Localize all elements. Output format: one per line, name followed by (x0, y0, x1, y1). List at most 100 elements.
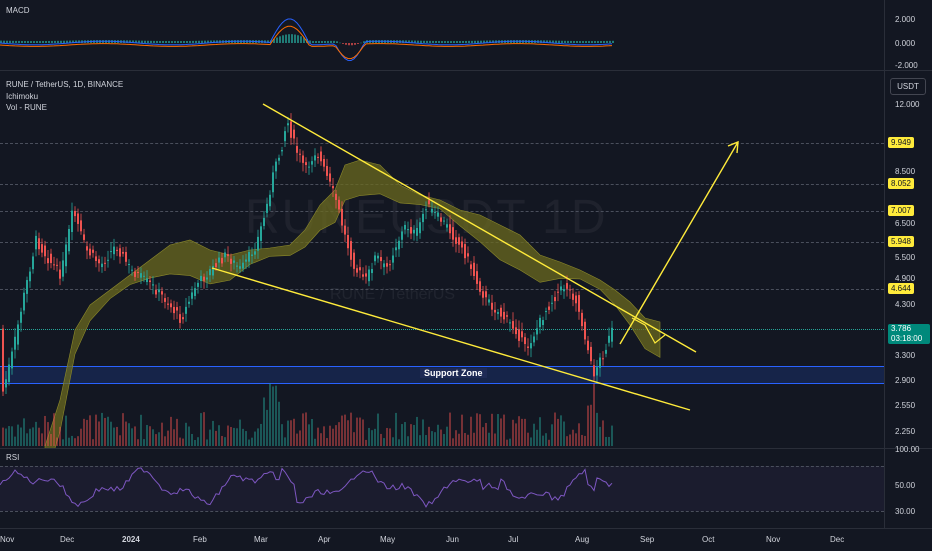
candle (200, 275, 202, 282)
volume-bar (386, 427, 388, 446)
volume-bar (461, 414, 463, 446)
macd-histogram-bar (450, 41, 452, 43)
macd-histogram-bar (177, 41, 179, 43)
macd-histogram-bar (312, 41, 314, 43)
macd-histogram-bar (351, 43, 353, 46)
candle (83, 234, 85, 240)
macd-histogram-bar (573, 40, 575, 43)
macd-histogram-bar (69, 40, 71, 43)
macd-histogram-bar (33, 41, 35, 43)
candle (419, 222, 421, 234)
volume-bar (578, 423, 580, 446)
macd-histogram-bar (42, 41, 44, 43)
rsi-pane[interactable] (0, 449, 884, 528)
macd-histogram-bar (213, 40, 215, 43)
volume-bar (533, 423, 535, 446)
candle (314, 155, 316, 161)
current-price-line (0, 329, 884, 330)
candle (245, 259, 247, 262)
candle (155, 290, 157, 295)
volume-bar (203, 412, 205, 446)
macd-histogram-bar (603, 40, 605, 43)
candle (59, 269, 61, 279)
candle (236, 265, 238, 267)
candle (50, 253, 52, 264)
macd-histogram-bar (138, 40, 140, 43)
indicator-volume[interactable]: Vol - RUNE (6, 103, 47, 112)
candle (572, 293, 574, 300)
volume-bar (311, 418, 313, 446)
volume-bar (572, 429, 574, 446)
candle (278, 157, 280, 161)
macd-histogram-bar (609, 40, 611, 43)
macd-histogram-bar (162, 41, 164, 43)
time-tick: Nov (0, 535, 15, 544)
candle (515, 327, 517, 335)
price-axis[interactable]: 12.000 8.500 6.500 5.500 4.900 4.300 3.3… (884, 71, 932, 448)
volume-bar (581, 434, 583, 446)
macd-histogram-bar (48, 40, 50, 43)
volume-bar (560, 415, 562, 446)
macd-histogram-bar (24, 41, 26, 43)
candle (569, 289, 571, 291)
macd-histogram-bar (3, 40, 5, 43)
price-pane[interactable] (0, 71, 884, 448)
volume-bar (446, 426, 448, 446)
volume-bar (83, 418, 85, 446)
volume-bar (26, 433, 28, 446)
lower-trendline (211, 267, 691, 411)
time-tick: Dec (60, 535, 75, 544)
time-tick: 2024 (122, 535, 140, 544)
candle (287, 123, 289, 126)
candle (164, 298, 166, 302)
time-axis[interactable]: Nov Dec 2024 Feb Mar Apr May Jun Jul Aug… (0, 528, 932, 551)
candle (320, 151, 322, 162)
volume-bar (404, 422, 406, 446)
macd-histogram-bar (411, 40, 413, 43)
volume-bar (260, 423, 262, 446)
volume-bar (554, 412, 556, 446)
volume-bar (491, 413, 493, 446)
rsi-title: RSI (6, 453, 20, 462)
candle (470, 264, 472, 269)
macd-histogram-bar (78, 40, 80, 43)
macd-histogram-bar (300, 36, 302, 43)
macd-chart (0, 18, 614, 62)
candle (212, 265, 214, 276)
volume-bar (503, 414, 505, 446)
candle (359, 267, 361, 271)
volume-bar (149, 426, 151, 446)
candle (119, 248, 121, 257)
candle (173, 306, 175, 314)
volume-bar (68, 437, 70, 446)
candle (557, 291, 559, 293)
candle (326, 166, 328, 176)
volume-bar (506, 439, 508, 446)
candle (116, 249, 118, 251)
level-label-4644: 4.644 (888, 283, 914, 294)
time-tick: Aug (575, 535, 590, 544)
volume-bar (62, 439, 64, 446)
candle (161, 291, 163, 295)
macd-histogram-bar (279, 36, 281, 43)
time-tick: May (380, 535, 396, 544)
volume-bar (164, 436, 166, 446)
macd-histogram-bar (15, 40, 17, 43)
volume-bar (467, 434, 469, 446)
volume-bar (317, 427, 319, 446)
macd-pane[interactable]: MACD (0, 0, 884, 70)
candle (305, 162, 307, 166)
macd-histogram-bar (273, 38, 275, 43)
volume-bar (221, 435, 223, 446)
candle (248, 251, 250, 262)
indicator-ichimoku[interactable]: Ichimoku (6, 92, 39, 101)
candle (323, 158, 325, 167)
volume-bar (518, 416, 520, 446)
time-tick: Oct (702, 535, 715, 544)
currency-button[interactable]: USDT (890, 78, 926, 95)
volume-bar (29, 428, 31, 446)
price-tick: 2.550 (895, 401, 916, 410)
volume-bar (248, 439, 250, 446)
pane-separator[interactable] (0, 448, 932, 449)
pane-separator[interactable] (0, 70, 932, 71)
